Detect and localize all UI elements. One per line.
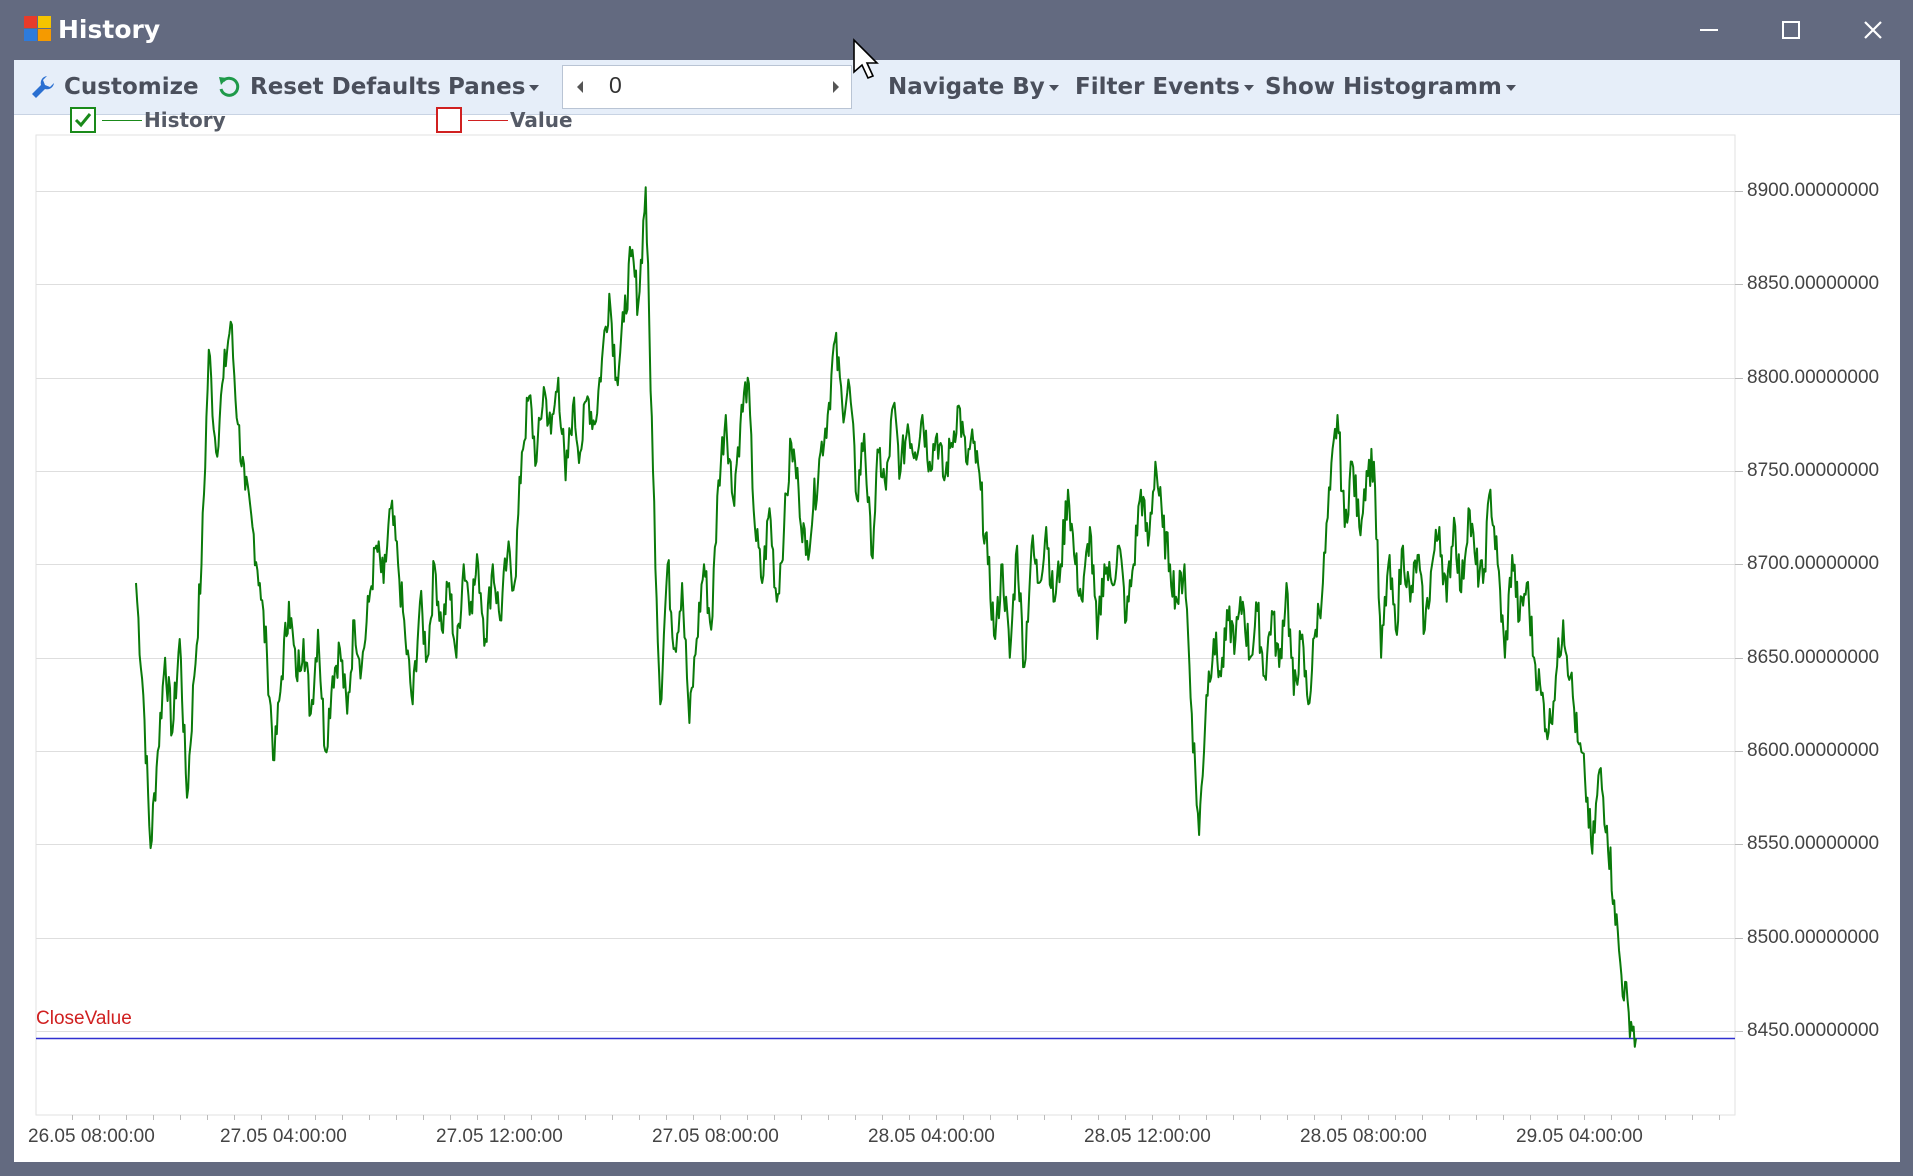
legend-checkbox-value[interactable] xyxy=(436,107,462,133)
customize-label: Customize xyxy=(64,74,199,100)
legend-item-value[interactable]: Value xyxy=(436,104,573,136)
x-tick-label: 29.05 04:00:00 xyxy=(1516,1126,1643,1147)
y-tick-label: 8550.00000000 xyxy=(1747,832,1880,854)
legend-line-history xyxy=(102,119,142,121)
legend-checkbox-history[interactable] xyxy=(70,107,96,133)
x-tick-label: 27.05 12:00:00 xyxy=(436,1126,563,1147)
spin-value[interactable]: 0 xyxy=(609,72,622,98)
minimize-button[interactable] xyxy=(1668,0,1750,60)
show-histogramm-dropdown[interactable]: Show Histogramm xyxy=(1265,60,1516,114)
close-button[interactable] xyxy=(1832,0,1913,60)
legend-label-history: History xyxy=(144,108,226,132)
maximize-icon xyxy=(1782,21,1800,39)
filter-events-label: Filter Events xyxy=(1075,74,1240,100)
y-tick-label: 8900.00000000 xyxy=(1747,179,1880,201)
customize-button[interactable]: Customize xyxy=(30,60,199,114)
show-histogramm-label: Show Histogramm xyxy=(1265,74,1502,100)
client-area: Customize Reset Defaults Panes 0 xyxy=(14,60,1900,1162)
chevron-down-icon xyxy=(1243,85,1254,91)
window-title: History xyxy=(58,15,161,44)
history-series-line xyxy=(135,186,1637,1048)
y-tick-label: 8750.00000000 xyxy=(1747,459,1880,481)
spin-left-icon[interactable] xyxy=(577,81,583,93)
chevron-down-icon xyxy=(1505,85,1516,91)
navigate-by-label: Navigate By xyxy=(888,74,1045,100)
y-tick-label: 8700.00000000 xyxy=(1747,552,1880,574)
panes-dropdown[interactable]: Panes xyxy=(448,60,540,114)
y-tick-label: 8500.00000000 xyxy=(1747,926,1880,948)
pane-index-spinner[interactable]: 0 xyxy=(562,65,852,109)
minimize-icon xyxy=(1700,29,1718,31)
filter-events-dropdown[interactable]: Filter Events xyxy=(1075,60,1254,114)
x-tick-label: 28.05 12:00:00 xyxy=(1084,1126,1211,1147)
legend-line-value xyxy=(468,119,508,121)
reset-defaults-button[interactable]: Reset Defaults xyxy=(216,60,441,114)
mouse-cursor-icon xyxy=(853,38,879,80)
x-tick-label: 28.05 04:00:00 xyxy=(868,1126,995,1147)
spin-right-icon[interactable] xyxy=(833,81,839,93)
close-value-label: CloseValue xyxy=(36,1008,132,1029)
reset-defaults-label: Reset Defaults xyxy=(250,74,441,100)
legend-item-history[interactable]: History xyxy=(70,104,226,136)
x-tick-label: 26.05 08:00:00 xyxy=(28,1126,155,1147)
app-icon xyxy=(24,16,52,42)
y-tick-label: 8450.00000000 xyxy=(1747,1019,1880,1041)
y-tick-label: 8600.00000000 xyxy=(1747,739,1880,761)
y-tick-label: 8850.00000000 xyxy=(1747,272,1880,294)
reset-icon xyxy=(216,74,242,100)
navigate-by-dropdown[interactable]: Navigate By xyxy=(888,60,1059,114)
x-tick-label: 27.05 04:00:00 xyxy=(220,1126,347,1147)
legend-label-value: Value xyxy=(510,108,573,132)
chevron-down-icon xyxy=(1048,85,1059,91)
maximize-button[interactable] xyxy=(1750,0,1832,60)
panes-label: Panes xyxy=(448,74,526,100)
close-icon xyxy=(1864,21,1882,39)
title-bar[interactable]: History xyxy=(0,0,1913,60)
x-tick-label: 28.05 08:00:00 xyxy=(1300,1126,1427,1147)
y-tick-label: 8650.00000000 xyxy=(1747,646,1880,668)
checkmark-icon xyxy=(74,113,92,128)
plot-frame xyxy=(35,134,1736,1116)
wrench-icon xyxy=(30,74,56,100)
chevron-down-icon xyxy=(529,85,540,91)
toolbar: Customize Reset Defaults Panes 0 xyxy=(14,60,1900,115)
y-tick-label: 8800.00000000 xyxy=(1747,366,1880,388)
x-tick-label: 27.05 08:00:00 xyxy=(652,1126,779,1147)
